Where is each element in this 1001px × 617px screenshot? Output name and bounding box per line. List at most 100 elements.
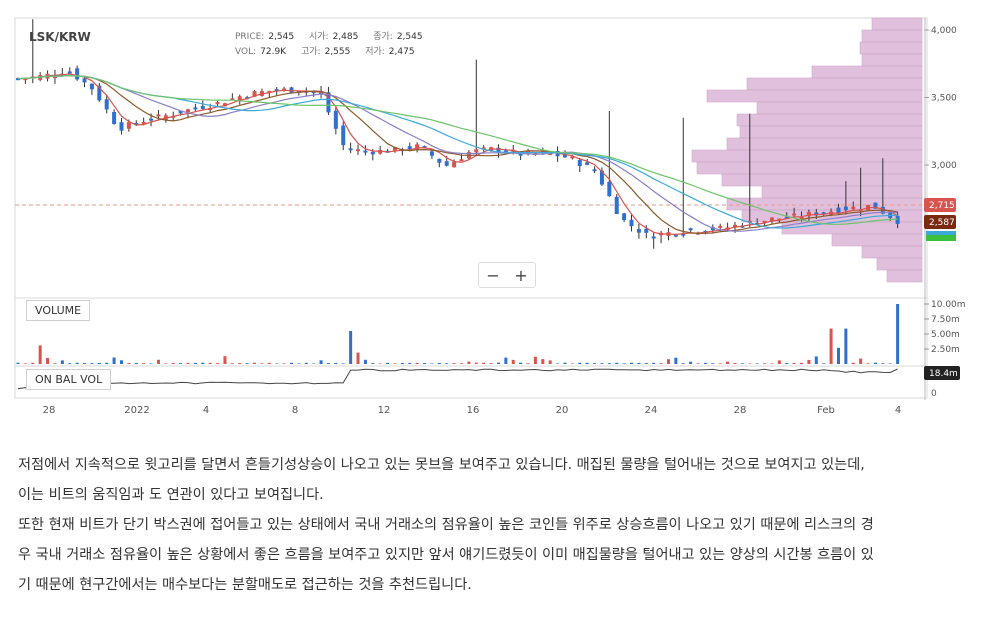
volume-bar	[46, 358, 50, 364]
candle-body	[215, 102, 220, 105]
volume-bar	[666, 359, 670, 364]
symbol-label: LSK/KRW	[29, 30, 91, 44]
volume-bar	[703, 362, 707, 364]
candle-body	[562, 152, 567, 158]
volume-bar	[326, 363, 330, 364]
volume-bar	[888, 363, 892, 364]
volume-bar	[496, 362, 500, 364]
volume-bar	[615, 362, 619, 364]
volume-profile-bar	[861, 245, 923, 259]
obv-line	[17, 368, 898, 390]
volume-bar	[460, 363, 463, 364]
volume-bar	[622, 363, 626, 364]
candle-body	[370, 151, 375, 155]
volume-bar	[400, 362, 404, 364]
candle-body	[319, 91, 324, 95]
x-axis-tick-label: 16	[467, 405, 480, 416]
volume-bar	[304, 362, 308, 364]
candle-body	[119, 122, 124, 131]
volume-bar	[119, 360, 123, 364]
candle-body	[629, 219, 634, 227]
candle-body	[222, 103, 227, 107]
volume-bar	[836, 347, 840, 364]
volume-bar	[681, 363, 685, 364]
volume-bar	[873, 362, 877, 364]
volume-bar	[75, 362, 79, 364]
candle-body	[570, 156, 575, 159]
ma-line-longest	[17, 74, 898, 225]
volume-bar	[829, 328, 833, 364]
volume-bar	[726, 361, 730, 364]
volume-bar	[652, 362, 656, 364]
volume-bar	[644, 363, 648, 364]
volume-bar	[748, 363, 752, 364]
candle-body	[82, 78, 87, 83]
volume-profile-bar	[859, 41, 923, 55]
volume-bar	[637, 362, 641, 364]
volume-bar	[223, 356, 227, 364]
volume-profile-bar	[876, 257, 923, 271]
candle-body	[112, 111, 117, 125]
high-value: 2,555	[324, 47, 351, 57]
volume-bar	[696, 363, 700, 364]
volume-profile-bar	[736, 113, 923, 127]
candle-body	[636, 229, 641, 233]
volume-bar	[896, 304, 900, 364]
low-key: 저가:	[365, 47, 385, 57]
volume-profile-bar	[861, 53, 923, 67]
obv-tag-text: 18.4m	[929, 369, 958, 379]
price-tick-label: 3,000	[931, 161, 957, 171]
volume-bar	[533, 356, 537, 364]
candle-body	[681, 233, 686, 236]
volume-profile-bar	[726, 137, 923, 151]
high-key: 고가:	[300, 47, 321, 57]
zoom-out-button[interactable]: −	[486, 265, 500, 285]
volume-bar	[289, 362, 293, 364]
candle-body	[762, 220, 767, 223]
article-line: 기 때문에 현구간에서는 매수보다는 분할매도로 접근하는 것을 추천드립니다.	[18, 577, 472, 593]
volume-bar	[23, 363, 27, 364]
candle-body	[895, 215, 900, 224]
candle-body	[333, 110, 338, 129]
candle-body	[651, 236, 656, 239]
candle-body	[429, 151, 434, 156]
candle-body	[444, 161, 449, 166]
candle-body	[252, 91, 257, 97]
candle-body	[481, 147, 486, 150]
article-line: 이는 비트의 움직임과 도 연관이 있다고 보여집니다.	[18, 487, 324, 503]
obv-zero-label: 0	[931, 389, 937, 399]
candle-body	[378, 149, 383, 154]
candle-body	[392, 147, 397, 151]
candle-body	[341, 125, 346, 146]
volume-bar	[179, 363, 183, 364]
article-line: 우 국내 거래소 점유율이 높은 상황에서 좋은 흐름을 보여주고 있지만 앞서…	[18, 547, 874, 563]
volume-bar	[822, 363, 826, 364]
volume-bar	[282, 363, 286, 364]
x-axis-tick-label: 24	[645, 405, 658, 416]
candle-body	[592, 169, 597, 172]
chart-canvas[interactable]: 4,000 3,500 3,000 2,715 2,587 10.00m 7.50m 5.00…	[0, 0, 1001, 420]
article-text: 저점에서 지속적으로 윗고리를 달면서 흔들기성상승이 나오고 있는 못브을 보…	[18, 450, 988, 600]
volume-bar	[674, 357, 678, 364]
volume-profile-bar	[831, 233, 923, 247]
volume-bar	[127, 363, 131, 364]
candle-body	[97, 85, 102, 101]
current-price-tag-text: 2,715	[929, 201, 955, 211]
price-chart[interactable]: 4,000 3,500 3,000 2,715 2,587 10.00m 7.50m 5.00…	[0, 0, 1001, 420]
zoom-controls: − +	[478, 262, 536, 288]
volume-bar	[149, 363, 153, 364]
candle-body	[459, 159, 464, 162]
candle-body	[178, 110, 183, 114]
volume-tick-label: 10.00m	[931, 300, 966, 310]
zoom-in-button[interactable]: +	[514, 265, 528, 285]
x-axis-tick-label: 20	[556, 405, 569, 416]
volume-bar	[415, 362, 419, 364]
volume-bar	[881, 363, 885, 364]
volume-bar	[105, 362, 109, 364]
ma-line-mid-long	[17, 74, 898, 232]
candle-body	[282, 88, 287, 91]
close-key: 종가:	[373, 32, 393, 42]
volume-bar	[541, 359, 545, 364]
price-key: PRICE:	[235, 32, 265, 42]
volume-bar	[319, 360, 323, 364]
